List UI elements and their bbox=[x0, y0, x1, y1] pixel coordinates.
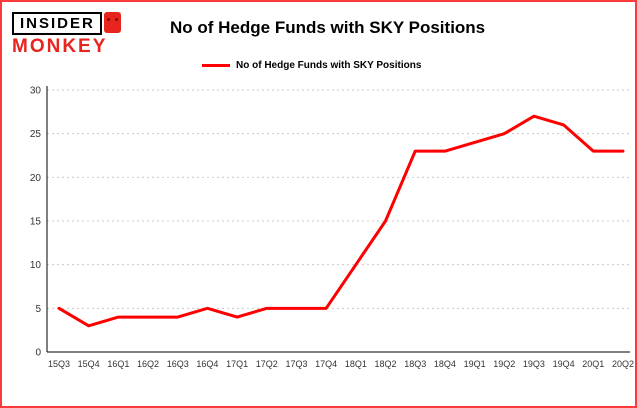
series-line bbox=[57, 114, 625, 328]
x-tick-label: 17Q2 bbox=[256, 359, 278, 369]
chart-area: 0 5 10 15 20 25 30 15Q3 15Q4 16Q1 16Q2 16Q3 16Q4 17Q1… bbox=[2, 80, 635, 402]
x-tick-label: 16Q4 bbox=[196, 359, 218, 369]
y-tick-label: 30 bbox=[30, 86, 42, 97]
legend-line-marker bbox=[202, 64, 230, 67]
insider-monkey-logo: INSIDER MONKEY bbox=[12, 12, 162, 58]
y-tick-label: 25 bbox=[30, 129, 42, 140]
legend: No of Hedge Funds with SKY Positions bbox=[202, 60, 421, 71]
x-tick-label: 15Q4 bbox=[78, 359, 100, 369]
x-tick-label: 17Q4 bbox=[315, 359, 337, 369]
line-chart-canvas: 0 5 10 15 20 25 30 15Q3 15Q4 16Q1 16Q2 16Q3 16Q4 17Q1… bbox=[30, 86, 634, 370]
x-tick-label: 19Q1 bbox=[464, 359, 486, 369]
x-tick-label: 16Q1 bbox=[107, 359, 129, 369]
x-tick-label: 18Q2 bbox=[375, 359, 397, 369]
x-tick-label: 20Q2 bbox=[612, 359, 634, 369]
x-tick-label: 18Q1 bbox=[345, 359, 367, 369]
monkey-icon bbox=[103, 12, 121, 33]
x-tick-label: 19Q4 bbox=[553, 359, 575, 369]
x-tick-label: 17Q1 bbox=[226, 359, 248, 369]
y-tick-label: 5 bbox=[35, 304, 41, 315]
logo-monkey-text: MONKEY bbox=[12, 36, 108, 57]
x-tick-label: 18Q3 bbox=[404, 359, 426, 369]
x-tick-label: 17Q3 bbox=[285, 359, 307, 369]
x-tick-label: 19Q2 bbox=[493, 359, 515, 369]
x-tick-label: 18Q4 bbox=[434, 359, 456, 369]
logo-insider-text: INSIDER bbox=[12, 12, 102, 35]
y-tick-label: 20 bbox=[30, 173, 42, 184]
x-tick-label: 16Q2 bbox=[137, 359, 159, 369]
x-tick-label: 19Q3 bbox=[523, 359, 545, 369]
x-tick-label: 20Q1 bbox=[582, 359, 604, 369]
y-tick-label: 10 bbox=[30, 260, 42, 271]
y-tick-label: 0 bbox=[35, 348, 41, 359]
x-tick-label: 16Q3 bbox=[167, 359, 189, 369]
y-tick-label: 15 bbox=[30, 217, 42, 228]
page-title: No of Hedge Funds with SKY Positions bbox=[170, 18, 486, 37]
x-tick-label: 15Q3 bbox=[48, 359, 70, 369]
legend-label: No of Hedge Funds with SKY Positions bbox=[236, 60, 422, 71]
